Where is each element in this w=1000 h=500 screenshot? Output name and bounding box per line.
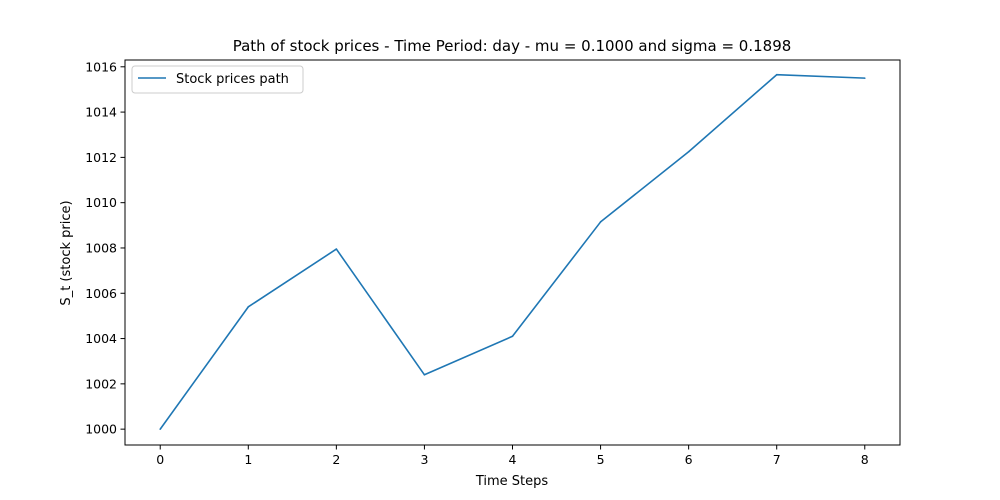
data-point	[775, 73, 778, 76]
data-point	[511, 335, 514, 338]
data-point	[159, 428, 162, 430]
data-point	[599, 221, 602, 223]
y-tick-label: 1014	[85, 105, 117, 120]
x-tick-label: 5	[597, 452, 605, 467]
x-tick-label: 8	[861, 452, 869, 467]
legend-label: Stock prices path	[176, 72, 289, 87]
x-tick-label: 0	[156, 452, 164, 467]
x-tick-label: 6	[685, 452, 693, 467]
y-tick-label: 1008	[85, 240, 117, 255]
y-tick-label: 1012	[85, 150, 117, 165]
x-tick-label: 4	[509, 452, 517, 467]
data-point	[863, 77, 866, 79]
x-tick-label: 2	[332, 452, 340, 467]
y-tick-label: 1000	[85, 422, 117, 437]
x-tick-label: 3	[420, 452, 428, 467]
x-tick-label: 1	[244, 452, 252, 467]
legend: Stock prices path	[131, 65, 304, 94]
data-point	[687, 150, 690, 153]
y-tick-label: 1002	[85, 376, 117, 391]
chart-title: Path of stock prices - Time Period: day …	[233, 37, 792, 55]
legend-box	[131, 65, 304, 94]
y-tick-label: 1006	[85, 286, 117, 301]
x-axis: 0 1 2 3 4 5 6 7 8	[156, 445, 869, 467]
y-axis: 1000 1002 1004 1006 1008 1010 1012 1014 1016	[85, 59, 125, 437]
x-axis-label: Time Steps	[475, 474, 549, 489]
x-tick-label: 7	[773, 452, 781, 467]
data-point	[335, 248, 338, 250]
data-point	[247, 306, 250, 308]
data-point	[423, 373, 426, 376]
y-tick-label: 1010	[85, 195, 117, 210]
y-tick-label: 1016	[85, 59, 117, 74]
y-axis-label: S_t (stock price)	[59, 200, 74, 305]
y-tick-label: 1004	[85, 331, 117, 346]
